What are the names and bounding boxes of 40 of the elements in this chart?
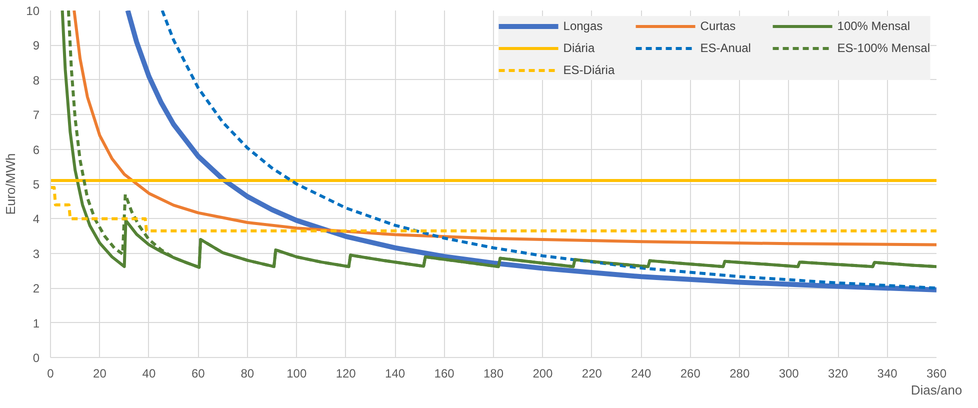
x-tick-label: 280 — [730, 366, 750, 380]
x-tick-label: 220 — [582, 366, 602, 380]
y-tick-label: 10 — [26, 4, 40, 18]
line-series — [50, 186, 936, 232]
x-tick-label: 340 — [877, 366, 898, 380]
x-tick-label: 360 — [926, 366, 947, 380]
legend-label: ES-Anual — [700, 41, 752, 55]
y-tick-label: 4 — [32, 212, 40, 226]
y-tick-label: 7 — [32, 108, 40, 122]
x-tick-label: 320 — [828, 366, 848, 380]
x-tick-label: 0 — [47, 366, 54, 380]
legend-label: 100% Mensal — [837, 19, 910, 33]
y-tick-label: 5 — [32, 178, 40, 192]
x-tick-label: 40 — [142, 366, 156, 380]
x-tick-label: 60 — [191, 366, 206, 380]
x-tick-label: 240 — [631, 366, 652, 380]
y-tick-label: 3 — [32, 246, 40, 261]
legend-label: Longas — [563, 19, 604, 33]
x-tick-label: 80 — [240, 366, 254, 380]
legend-label: ES-100% Mensal — [837, 41, 930, 55]
legend-label: ES-Diária — [563, 63, 616, 77]
y-tick-label: 9 — [32, 38, 40, 53]
y-tick-label: 0 — [32, 351, 40, 365]
y-axis-title: Euro/MWh — [3, 153, 18, 215]
x-tick-label: 300 — [778, 366, 800, 380]
x-tick-label: 20 — [93, 366, 107, 380]
x-tick-label: 200 — [532, 366, 554, 380]
x-tick-label: 140 — [385, 366, 406, 380]
x-axis-title: Dias/ano — [910, 382, 962, 398]
y-tick-label: 2 — [32, 282, 40, 296]
x-tick-label: 180 — [483, 366, 504, 380]
x-tick-label: 160 — [434, 366, 455, 380]
legend-label: Curtas — [700, 19, 737, 33]
x-tick-label: 100 — [286, 366, 307, 380]
x-tick-label: 260 — [680, 366, 701, 380]
y-tick-label: 8 — [32, 73, 40, 88]
legend-label: Diária — [563, 41, 596, 55]
y-tick-label: 6 — [32, 142, 40, 157]
y-tick-label: 1 — [32, 316, 40, 330]
x-tick-label: 120 — [336, 366, 356, 380]
